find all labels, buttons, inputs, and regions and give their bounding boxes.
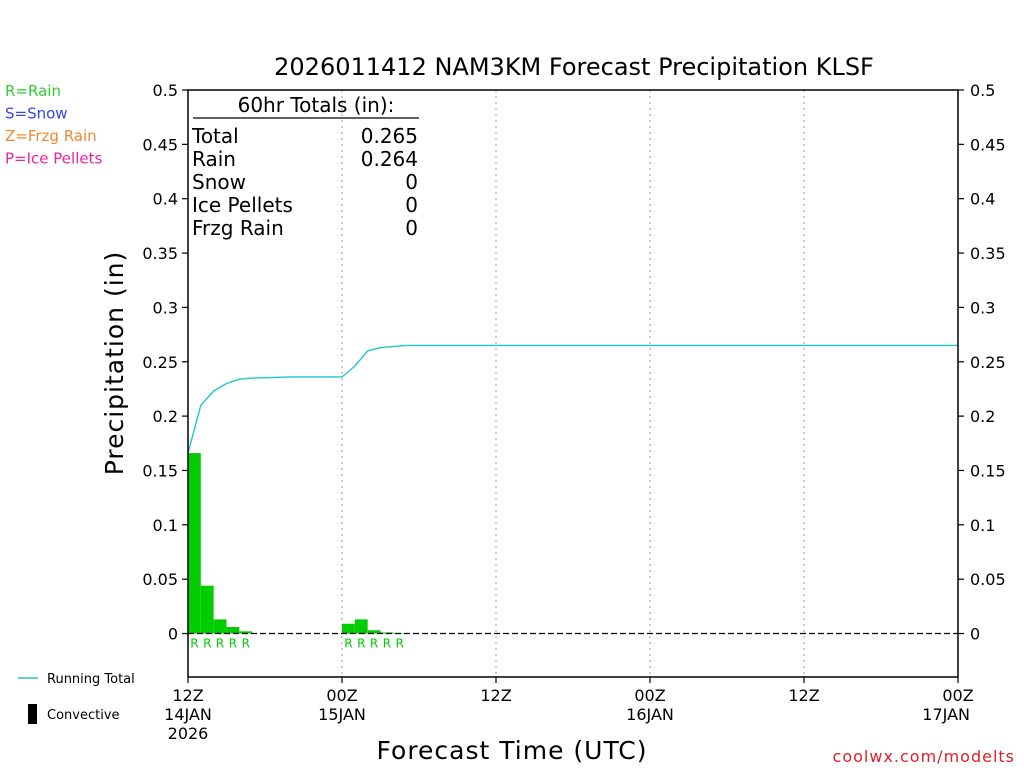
ptype-legend: R=Rain S=Snow Z=Frzg Rain P=Ice Pellets — [5, 82, 102, 168]
totals-box: 60hr Totals (in): Total 0.265 Rain 0.264 Snow… — [191, 93, 419, 240]
series-legend: Running Total Convective — [18, 672, 135, 724]
y-tick-label-right: 0 — [970, 625, 980, 644]
totals-value: 0 — [405, 170, 418, 194]
credit-text: coolwx.com/modelts — [833, 747, 1015, 766]
x-tick-label: 12Z — [788, 686, 819, 705]
precip-bar — [239, 631, 253, 634]
running-total-line — [187, 344, 958, 454]
series-legend-label: Convective — [47, 708, 120, 723]
ptype-marker: R — [383, 637, 391, 651]
y-tick-label: 0.3 — [153, 298, 178, 317]
y-tick-label-right: 0.45 — [970, 135, 1006, 154]
ptype-marker: R — [396, 637, 404, 651]
precip-bar — [200, 585, 214, 634]
precip-bars — [188, 453, 407, 634]
precip-bar — [226, 626, 240, 634]
y-axis-right: 0 0.05 0.1 0.15 0.2 0.25 0.3 0.35 0.4 0.45 0.5 — [958, 81, 1006, 644]
x-tick-label: 00Z — [326, 686, 357, 705]
totals-value: 0.265 — [361, 124, 418, 148]
y-tick-label: 0.4 — [153, 190, 178, 209]
ptype-marker: R — [370, 637, 378, 651]
y-tick-label: 0.35 — [142, 244, 178, 263]
ptype-marker: R — [190, 637, 198, 651]
y-tick-label-right: 0.05 — [970, 570, 1006, 589]
y-tick-label: 0.25 — [142, 353, 178, 372]
x-tick-label: 12Z — [172, 686, 203, 705]
ptype-legend-entry: Z=Frzg Rain — [5, 127, 97, 145]
totals-label: Rain — [192, 147, 236, 171]
chart-title: 2026011412 NAM3KM Forecast Precipitation… — [274, 53, 874, 81]
totals-value: 0.264 — [361, 147, 418, 171]
ptype-marker: R — [344, 637, 352, 651]
y-tick-label: 0.5 — [153, 81, 178, 100]
series-legend-label: Running Total — [47, 672, 135, 687]
y-tick-label: 0 — [168, 625, 178, 644]
y-axis-left: 0 0.05 0.1 0.15 0.2 0.25 0.3 0.35 0.4 0.45 0.5 — [142, 81, 188, 644]
x-tick-label: 00Z — [634, 686, 665, 705]
ptype-marker: R — [203, 637, 211, 651]
y-tick-label-right: 0.1 — [970, 516, 995, 535]
ptype-marker: R — [216, 637, 224, 651]
x-axis-label: Forecast Time (UTC) — [377, 736, 648, 765]
totals-label: Snow — [192, 170, 246, 194]
y-tick-label-right: 0.4 — [970, 190, 995, 209]
y-tick-label-right: 0.2 — [970, 407, 995, 426]
precip-bar — [213, 619, 227, 634]
x-tick-label: 2026 — [168, 724, 209, 743]
y-tick-label-right: 0.3 — [970, 298, 995, 317]
y-tick-label: 0.15 — [142, 461, 178, 480]
precip-bar — [188, 453, 201, 634]
precip-bar — [354, 619, 368, 634]
ptype-legend-entry: R=Rain — [5, 82, 61, 100]
ptype-legend-entry: P=Ice Pellets — [5, 150, 102, 168]
x-tick-label: 17JAN — [922, 705, 970, 724]
x-tick-label: 15JAN — [318, 705, 366, 724]
ptype-legend-entry: S=Snow — [5, 105, 68, 123]
totals-header: 60hr Totals (in): — [238, 93, 395, 117]
plot-frame — [187, 89, 959, 678]
y-tick-label: 0.1 — [153, 516, 178, 535]
y-tick-label-right: 0.35 — [970, 244, 1006, 263]
y-tick-label-right: 0.5 — [970, 81, 995, 100]
ptype-marker: R — [357, 637, 365, 651]
y-tick-label: 0.2 — [153, 407, 178, 426]
totals-value: 0 — [405, 193, 418, 217]
x-tick-label: 14JAN — [164, 705, 212, 724]
x-tick-label: 12Z — [480, 686, 511, 705]
x-tick-label: 16JAN — [626, 705, 674, 724]
precip-bar — [367, 630, 381, 634]
totals-label: Ice Pellets — [192, 193, 293, 217]
ptype-marker: R — [242, 637, 250, 651]
y-tick-label-right: 0.25 — [970, 353, 1006, 372]
y-axis-label: Precipitation (in) — [100, 251, 129, 476]
y-tick-label-right: 0.15 — [970, 461, 1006, 480]
y-tick-label: 0.05 — [142, 570, 178, 589]
totals-value: 0 — [405, 216, 418, 240]
convective-legend-swatch — [28, 704, 37, 724]
precip-bar — [342, 623, 355, 634]
x-tick-label: 00Z — [942, 686, 973, 705]
totals-label: Total — [191, 124, 239, 148]
y-tick-label: 0.45 — [142, 135, 178, 154]
totals-label: Frzg Rain — [192, 216, 284, 240]
ptype-marker: R — [229, 637, 237, 651]
grid-lines — [341, 90, 805, 677]
